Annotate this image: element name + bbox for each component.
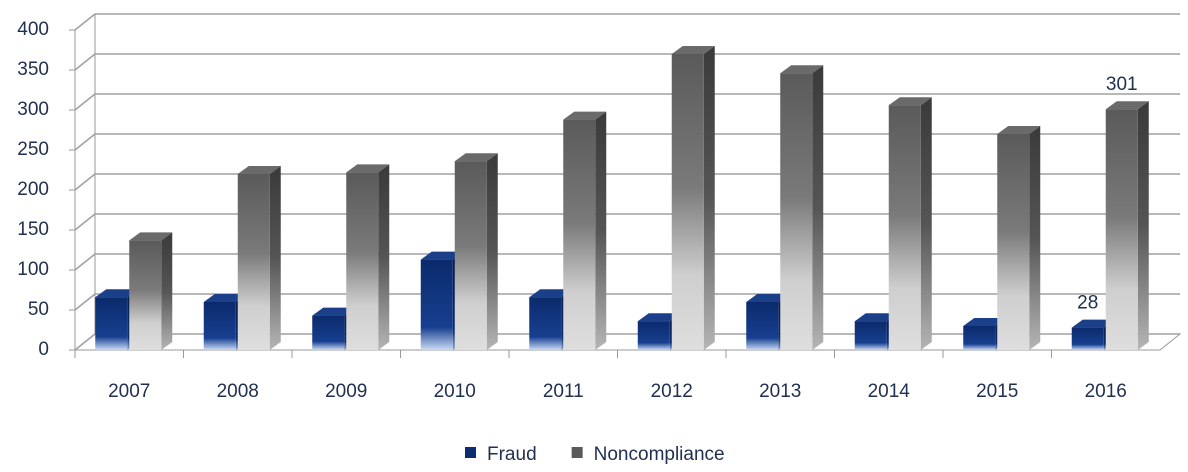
y-tick-label: 350	[17, 59, 49, 80]
bar	[963, 326, 996, 350]
grid-line-side	[74, 13, 96, 31]
bar-top	[780, 65, 824, 74]
bar-side	[812, 65, 824, 350]
grid-line-side	[74, 173, 96, 191]
bar-side	[378, 164, 390, 350]
bar-top	[963, 318, 1007, 326]
bar-side	[1029, 126, 1041, 350]
y-tick-label: 150	[17, 219, 49, 240]
x-tick-label: 2007	[108, 381, 150, 402]
grid-line-side	[74, 93, 96, 111]
bar-side	[1137, 101, 1149, 350]
x-tick-label: 2008	[217, 381, 259, 402]
bar-top	[997, 126, 1041, 134]
bar	[671, 54, 704, 350]
bar	[237, 174, 270, 350]
bar-side	[486, 153, 498, 350]
grid-line-side	[74, 253, 96, 271]
bar	[420, 259, 453, 350]
x-tick-label: 2016	[1085, 381, 1127, 402]
bar	[529, 297, 562, 350]
bar	[780, 73, 813, 350]
bar-top	[563, 111, 607, 120]
bar	[997, 134, 1030, 350]
legend-label: Fraud	[487, 444, 537, 465]
bar	[129, 240, 162, 350]
bar-side	[269, 166, 281, 350]
grid-line-side	[74, 133, 96, 151]
y-tick-label: 100	[17, 259, 49, 280]
grid-line-side	[74, 333, 96, 351]
x-tick-label: 2013	[759, 381, 801, 402]
bar-side	[595, 111, 607, 350]
bar-side	[161, 232, 173, 350]
data-label: 301	[1106, 74, 1138, 95]
bar-top	[454, 153, 498, 162]
y-tick-label: 250	[17, 139, 49, 160]
bar-side	[703, 46, 715, 350]
x-tick-label: 2012	[651, 381, 693, 402]
x-tick-label: 2009	[325, 381, 367, 402]
bar-top	[888, 97, 932, 106]
bar-top	[346, 164, 390, 173]
bar-top	[237, 166, 281, 174]
bar-top	[637, 313, 681, 322]
grid-line-side	[74, 53, 96, 71]
bar	[746, 302, 779, 350]
bar-top	[95, 289, 139, 298]
grid-line-side	[74, 293, 96, 311]
y-tick-label: 0	[38, 339, 49, 360]
bar-top	[129, 232, 173, 241]
bar-top	[529, 289, 573, 298]
grid-line-side	[74, 213, 96, 231]
y-tick-label: 200	[17, 179, 49, 200]
bar-top	[854, 313, 898, 322]
bar-top	[1105, 101, 1149, 110]
bar-side	[920, 97, 932, 350]
y-tick-label: 50	[28, 299, 49, 320]
bar-top	[420, 251, 464, 260]
bar	[95, 297, 128, 350]
x-tick-label: 2014	[868, 381, 911, 402]
data-label: 28	[1077, 293, 1098, 314]
bar	[888, 105, 921, 350]
bar-top	[203, 294, 247, 302]
bar	[1105, 109, 1138, 350]
y-tick-label: 300	[17, 99, 49, 120]
bar	[203, 302, 236, 350]
x-tick-label: 2010	[434, 381, 476, 402]
bar	[563, 119, 596, 350]
legend-swatch	[571, 447, 583, 458]
x-tick-label: 2015	[976, 381, 1018, 402]
bar-top	[671, 46, 715, 54]
bar	[1071, 327, 1104, 350]
bar-top	[746, 294, 790, 302]
y-tick-label: 400	[17, 19, 49, 40]
bar	[312, 315, 345, 350]
bar-top	[1071, 319, 1115, 328]
legend-swatch	[465, 447, 476, 458]
bar	[854, 321, 887, 350]
bar-top	[312, 307, 356, 316]
bar	[454, 161, 487, 350]
bar	[637, 321, 670, 350]
legend-label: Noncompliance	[594, 444, 725, 465]
bar	[346, 172, 379, 350]
x-tick-label: 2011	[543, 381, 584, 402]
